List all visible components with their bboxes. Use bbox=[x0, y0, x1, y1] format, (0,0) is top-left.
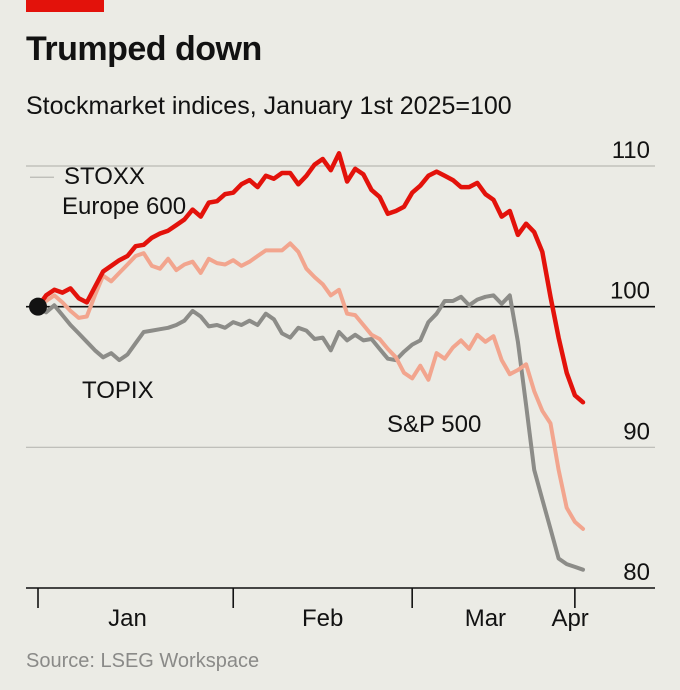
x-tick-label: Mar bbox=[465, 605, 506, 632]
x-axis: Jan Feb Mar Apr bbox=[26, 587, 655, 632]
chart-subtitle: Stockmarket indices, January 1st 2025=10… bbox=[26, 92, 512, 120]
y-tick-label: 100 bbox=[610, 278, 650, 305]
series-label: STOXX bbox=[64, 163, 145, 190]
x-tick-label: Feb bbox=[302, 605, 343, 632]
y-tick-label: 110 bbox=[612, 137, 650, 164]
y-tick-label: 80 bbox=[623, 559, 650, 586]
x-tick-label: Jan bbox=[108, 605, 147, 632]
brand-tag bbox=[26, 0, 104, 12]
series-lines bbox=[29, 151, 586, 572]
series-label: TOPIX bbox=[82, 377, 154, 404]
y-axis-ticks: 80 90 100 110 bbox=[610, 137, 650, 586]
y-tick-label: 90 bbox=[623, 418, 650, 445]
source-note: Source: LSEG Workspace bbox=[26, 650, 260, 672]
series-label: Europe 600 bbox=[62, 193, 186, 220]
start-point-marker bbox=[29, 297, 47, 316]
x-tick-label: Apr bbox=[551, 605, 588, 632]
series-line-s-p-500 bbox=[36, 241, 585, 531]
series-line-stoxx-europe-600 bbox=[35, 151, 586, 405]
series-labels: STOXX Europe 600 S&P 500 TOPIX bbox=[30, 163, 481, 438]
chart-title: Trumped down bbox=[26, 30, 262, 68]
series-label: S&P 500 bbox=[387, 411, 481, 438]
series-line-topix bbox=[36, 293, 585, 572]
